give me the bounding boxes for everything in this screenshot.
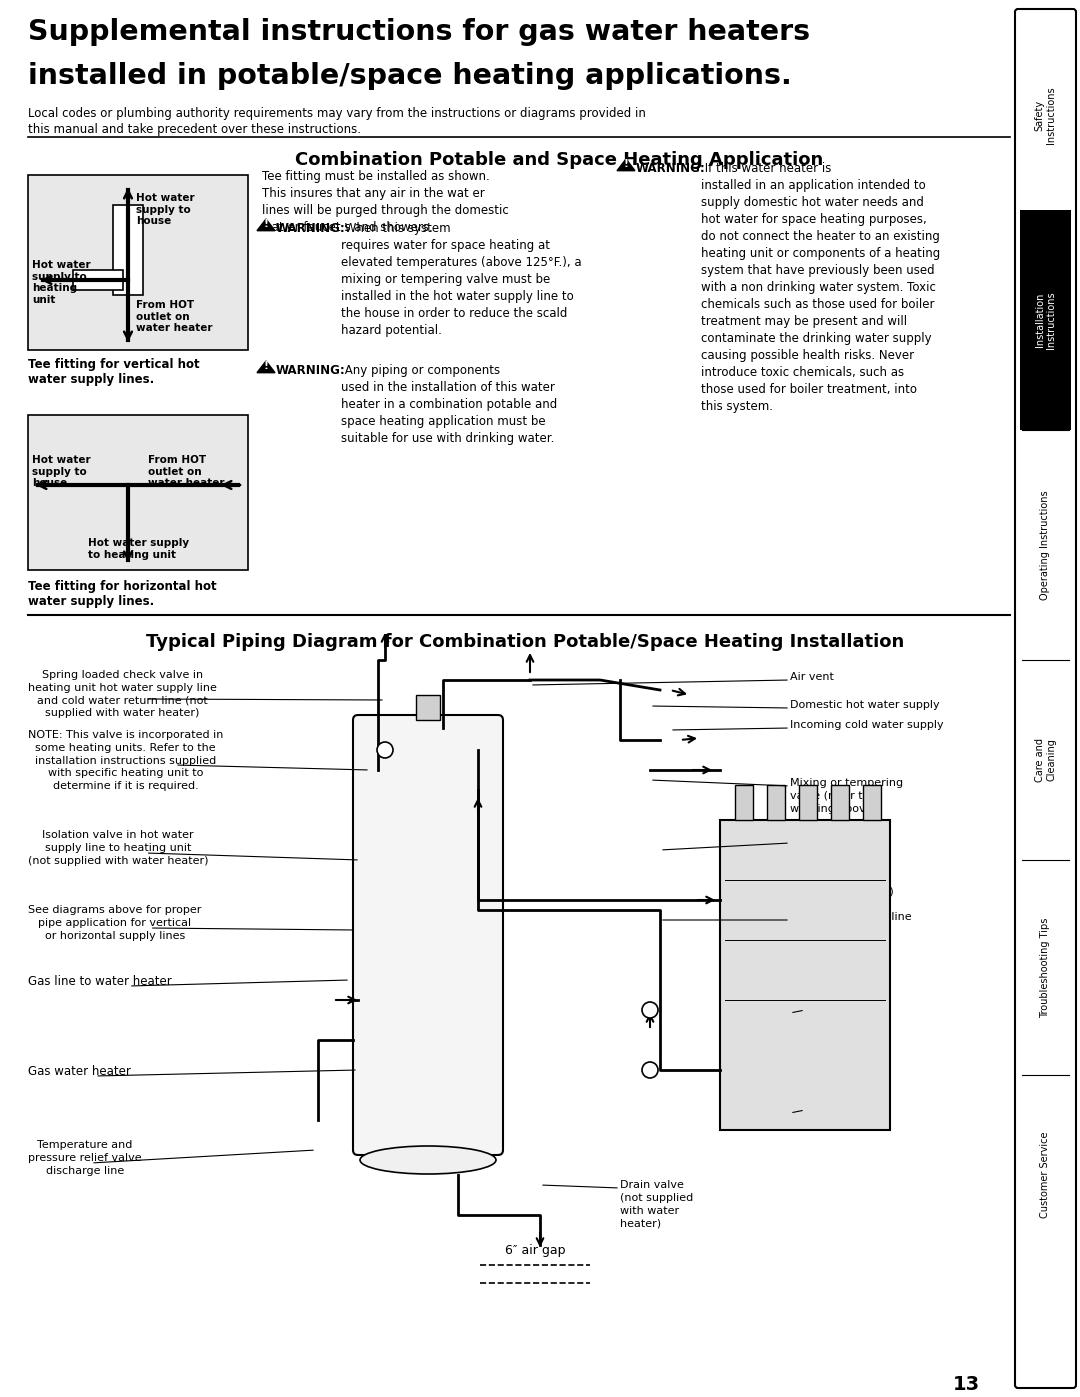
Text: Troubleshooting Tips: Troubleshooting Tips (1040, 918, 1051, 1017)
Circle shape (642, 1002, 658, 1018)
Text: Hot water supply
to heating unit: Hot water supply to heating unit (87, 538, 189, 560)
Text: 13: 13 (953, 1375, 980, 1394)
Text: Incoming cold water supply: Incoming cold water supply (789, 719, 944, 731)
Text: Local codes or plumbing authority requirements may vary from the instructions or: Local codes or plumbing authority requir… (28, 108, 646, 137)
Text: Hot water
supply to
house: Hot water supply to house (32, 455, 91, 488)
Text: Customer Service: Customer Service (1040, 1132, 1051, 1218)
Text: !: ! (264, 219, 269, 229)
Text: NOTE: This valve is incorporated in
some heating units. Refer to the
installatio: NOTE: This valve is incorporated in some… (28, 731, 224, 791)
Text: WARNING:: WARNING: (276, 222, 346, 235)
Text: Tee fitting must be installed as shown.
This insures that any air in the wat er
: Tee fitting must be installed as shown. … (262, 170, 509, 235)
Text: Isolation valve in
cold water return
line from heating
unit (not supplied
with w: Isolation valve in cold water return lin… (789, 835, 894, 897)
Text: Hot water
supply line into
heating unit: Hot water supply line into heating unit (789, 1004, 875, 1041)
Text: Mixing or tempering
valve (refer to
warning above): Mixing or tempering valve (refer to warn… (789, 778, 903, 813)
Text: Any piping or components
used in the installation of this water
heater in a comb: Any piping or components used in the ins… (341, 365, 557, 446)
Bar (863, 785, 881, 820)
Text: From HOT
outlet on
water heater: From HOT outlet on water heater (148, 455, 225, 488)
Bar (720, 820, 890, 1130)
Text: Tee fitting for vertical hot
water supply lines.: Tee fitting for vertical hot water suppl… (28, 358, 200, 386)
Text: Gas water heater: Gas water heater (28, 1065, 131, 1078)
Ellipse shape (360, 1146, 496, 1173)
Text: Spring loaded check valve in
heating unit hot water supply line
and cold water r: Spring loaded check valve in heating uni… (28, 671, 217, 718)
Text: Combination Potable and Space Heating Application: Combination Potable and Space Heating Ap… (295, 151, 823, 169)
Text: 6″ air gap: 6″ air gap (504, 1243, 565, 1257)
Text: WARNING:: WARNING: (636, 162, 705, 175)
Text: Operating Instructions: Operating Instructions (1040, 490, 1051, 599)
Text: If this water heater is
installed in an application intended to
supply domestic : If this water heater is installed in an … (701, 162, 941, 414)
Bar (831, 785, 849, 820)
Text: !: ! (623, 159, 629, 169)
Text: !: ! (264, 362, 269, 372)
Text: Tee fitting for horizontal hot
water supply lines.: Tee fitting for horizontal hot water sup… (28, 580, 217, 608)
Text: Hot water
supply to
house: Hot water supply to house (136, 193, 194, 226)
Text: Hot water
supply to
heating
unit: Hot water supply to heating unit (32, 260, 91, 305)
Text: Installation
Instructions: Installation Instructions (1035, 291, 1056, 349)
Text: Drain valve
(not supplied
with water
heater): Drain valve (not supplied with water hea… (620, 1180, 693, 1228)
Text: Domestic hot water supply: Domestic hot water supply (789, 700, 940, 710)
Text: Care and
Cleaning: Care and Cleaning (1035, 738, 1056, 782)
Text: installed in potable/space heating applications.: installed in potable/space heating appli… (28, 61, 792, 89)
Text: Air vent: Air vent (789, 672, 834, 682)
Text: Safety
Instructions: Safety Instructions (1035, 87, 1056, 144)
Text: Isolation valve in hot water
supply line to heating unit
(not supplied with wate: Isolation valve in hot water supply line… (28, 830, 208, 866)
Text: Typical Piping Diagram for Combination Potable/Space Heating Installation: Typical Piping Diagram for Combination P… (146, 633, 904, 651)
Bar (113, 205, 143, 295)
Circle shape (377, 742, 393, 759)
Text: Cold water return line
from heating unit: Cold water return line from heating unit (789, 912, 912, 935)
Text: Heating unit: Heating unit (789, 1105, 859, 1115)
Bar (767, 785, 785, 820)
Text: Gas line to water heater: Gas line to water heater (28, 975, 172, 988)
Bar (28, 415, 248, 570)
Text: Supplemental instructions for gas water heaters: Supplemental instructions for gas water … (28, 18, 810, 46)
Bar (735, 785, 753, 820)
Bar (1020, 210, 1071, 430)
Text: When this system
requires water for space heating at
elevated temperatures (abov: When this system requires water for spac… (341, 222, 582, 337)
Bar (799, 785, 816, 820)
Text: WARNING:: WARNING: (276, 365, 346, 377)
Text: Temperature and
pressure relief valve
discharge line: Temperature and pressure relief valve di… (28, 1140, 141, 1176)
Text: From HOT
outlet on
water heater: From HOT outlet on water heater (136, 300, 213, 334)
Polygon shape (257, 360, 275, 373)
Circle shape (642, 1062, 658, 1078)
Polygon shape (617, 159, 635, 170)
FancyBboxPatch shape (353, 715, 503, 1155)
FancyBboxPatch shape (1015, 8, 1076, 1389)
Text: See diagrams above for proper
pipe application for vertical
or horizontal supply: See diagrams above for proper pipe appli… (28, 905, 201, 940)
Bar (28, 175, 248, 351)
Polygon shape (257, 219, 275, 231)
Bar (416, 694, 440, 719)
Bar (73, 270, 123, 291)
